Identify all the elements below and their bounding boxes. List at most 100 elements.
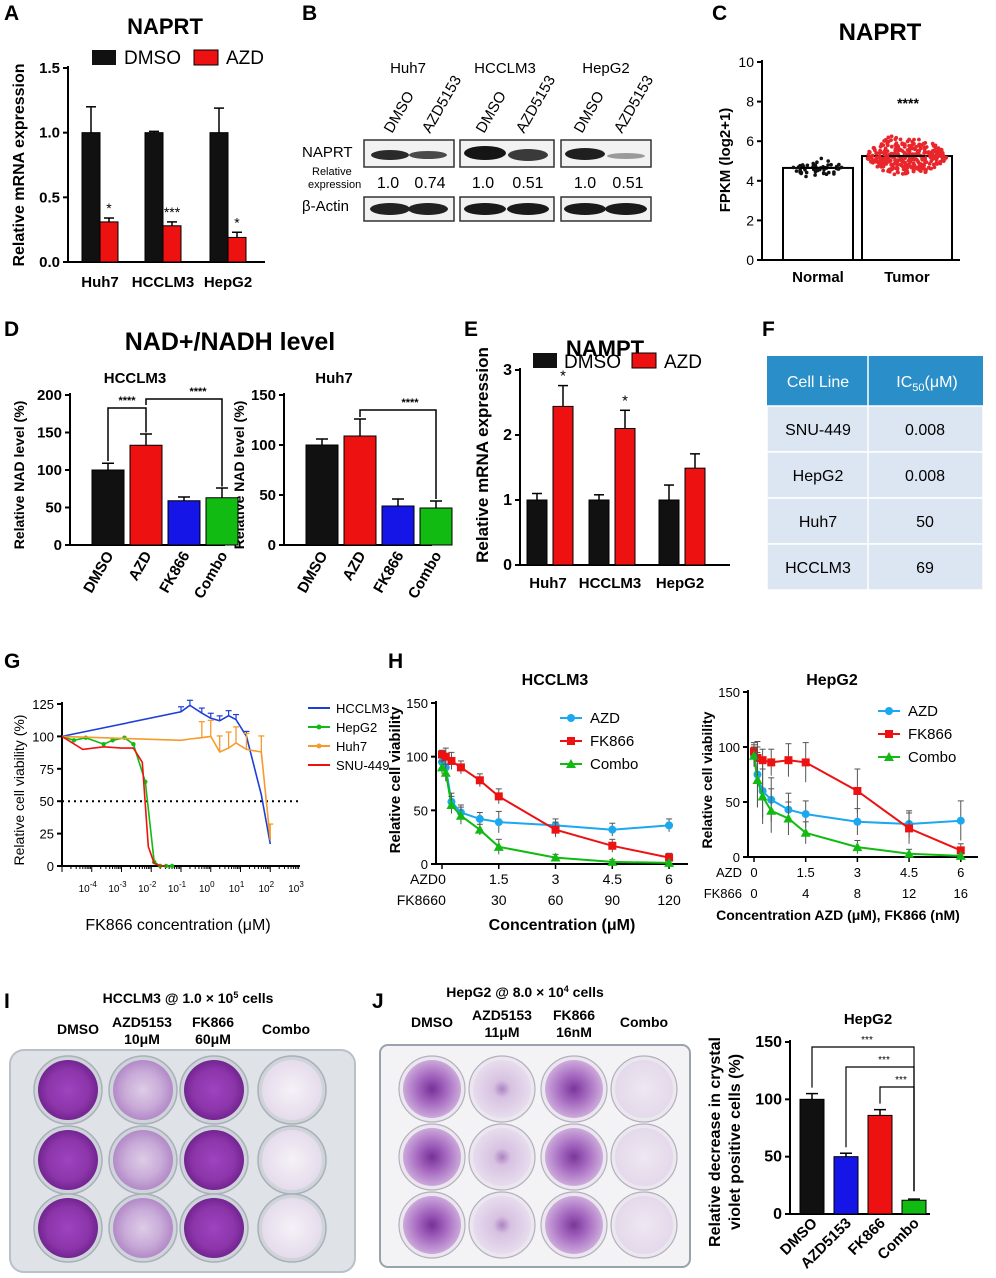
panel-letter-h: H (388, 650, 403, 673)
panel-d1-ytick-label: 0 (54, 537, 62, 554)
blot-band-napr-hcclm3-azd (508, 149, 548, 161)
panel-g-legend-label: SNU-449 (336, 758, 389, 773)
panel-h2-ytick-label: 0 (733, 850, 740, 865)
panel-c-point (932, 165, 937, 170)
panel-h2-point-combo (783, 813, 794, 823)
panel-g-ytick-label: 50 (40, 794, 54, 809)
panel-c-point (930, 149, 935, 153)
ic50-header-ic50: IC50(μM) (896, 374, 957, 394)
panel-a-legend-dmso: DMSO (124, 48, 181, 69)
panel-a-bar-azd (99, 221, 119, 263)
panel-c-point (889, 151, 894, 156)
panel-h2-ylabel: Relative cell viability (699, 711, 715, 848)
panel-d2-category-label: AZD (339, 548, 369, 583)
panel-d2-category-label: FK866 (370, 549, 407, 596)
panel-e-bar-dmso (526, 499, 548, 566)
blot-band-napr-hepg2-azd (607, 153, 645, 159)
panel-j-col-3-a: FK866 (553, 1007, 595, 1023)
panel-c-point (903, 156, 907, 161)
panel-h2-xtick-azd: 1.5 (797, 865, 815, 880)
panel-i-well-stain (184, 1060, 244, 1120)
panel-c-point (877, 154, 882, 159)
panel-i-well-stain (38, 1198, 98, 1258)
panel-e-ytick-label: 1 (503, 492, 512, 509)
panel-h1-ytick-label: 150 (406, 696, 428, 711)
panel-a-sig-label: * (106, 200, 112, 216)
panel-c-point (943, 155, 948, 160)
panel-h2-point-azd (801, 810, 810, 819)
panel-j-title-post: cells (569, 984, 604, 1000)
panel-h1-point-combo (440, 767, 451, 777)
panel-h1-legend-marker (567, 737, 575, 745)
panel-c-point (934, 152, 939, 157)
panel-i-col-2-b: 10μM (124, 1031, 160, 1047)
panel-b-western-blot: Huh7 HCCLM3 HepG2 DMSO AZD5153 DMSO AZD5… (302, 60, 657, 222)
panel-c-point (867, 149, 872, 154)
panel-i-well-stain (262, 1198, 322, 1258)
panel-h1-point-fk866 (608, 841, 617, 850)
panel-d2-ytick-label: 50 (259, 487, 276, 504)
panel-j-ylabel-2: violet positive cells (%) (727, 1054, 744, 1230)
panel-c-point (893, 143, 898, 147)
panel-h1-point-combo (493, 841, 504, 851)
panel-h2-legend-label: AZD (908, 703, 938, 720)
panel-i-well-stain (113, 1060, 173, 1120)
panel-h1-xtick-fk866: 120 (657, 892, 681, 908)
panel-j-ytick-label: 0 (773, 1206, 782, 1223)
panel-h1-point-fk866 (447, 756, 456, 765)
panel-h1-xtick-fk866: 60 (548, 892, 564, 908)
panel-c-point (909, 158, 913, 163)
panel-c-ytick-label: 8 (746, 94, 754, 110)
ic50-row-value: 50 (916, 514, 934, 531)
panel-j-title: HepG2 @ 8.0 × 104 cells (446, 984, 604, 1000)
panel-c-chart: NAPRT FPKM (log2+1) **** 0 2 4 6 8 10 Normal Tu… (717, 19, 960, 286)
panel-c-point (901, 167, 906, 172)
panel-c-point (890, 164, 895, 169)
panel-g-chart: Relative cell viability (%) FK866 concen… (11, 697, 389, 934)
panel-c-point (886, 135, 891, 140)
panel-c-point (895, 163, 900, 168)
panel-j-ylabel-1: Relative decrease in crystal (707, 1037, 724, 1247)
panel-d1-category-label: Combo (191, 549, 232, 602)
panel-g-xtick-exp: -2 (149, 880, 157, 889)
ic50-row-bg (766, 497, 984, 545)
panel-c-point (874, 151, 878, 156)
panel-e-ytick-label: 3 (503, 362, 512, 379)
panel-letter-g: G (4, 650, 20, 673)
panel-e-legend-dmso-swatch (533, 353, 557, 368)
panel-g-point-hepg2 (101, 741, 106, 747)
panel-c-point (804, 174, 808, 179)
panel-d1-category-label: FK866 (156, 549, 193, 596)
panel-e-category-label: HCCLM3 (579, 575, 642, 592)
panel-a-category-label: HCCLM3 (132, 274, 195, 291)
panel-c-ytick-label: 10 (738, 54, 754, 70)
blot-lane-3-dmso: DMSO (571, 89, 608, 136)
panel-c-point (934, 158, 939, 163)
panel-j-well-stain (615, 1060, 673, 1118)
panel-a-sig-label: * (234, 214, 240, 230)
panel-h2-xtick-fk866: 12 (902, 886, 916, 901)
panel-h1-point-azd (665, 821, 674, 830)
panel-j-well-stain (545, 1128, 603, 1186)
panel-h1-point-fk866 (665, 853, 674, 862)
panel-c-bar-tumor (861, 155, 953, 261)
panel-a-bar-dmso (81, 132, 101, 263)
panel-g-xtick-base: 10 (199, 884, 211, 895)
panel-i-well-stain (184, 1198, 244, 1258)
panel-c-point (794, 169, 799, 173)
panel-h1-xrow-fk866: FK866 (397, 892, 438, 908)
panel-h2-title: HepG2 (806, 672, 858, 689)
panel-h2-point-fk866 (784, 756, 793, 765)
panel-d1-ytick-label: 200 (37, 387, 62, 404)
panel-j-well-stain (403, 1060, 461, 1118)
panel-d1-bar-fk866 (167, 500, 201, 546)
panel-h2-xtick-azd: 6 (957, 865, 964, 880)
panel-d2-ytick-label: 100 (251, 437, 276, 454)
panel-c-point (882, 156, 887, 161)
panel-d1-title: HCCLM3 (104, 370, 167, 387)
blot-cell-line-huh7: Huh7 (390, 60, 426, 77)
panel-h2-point-combo (757, 791, 768, 801)
panel-c-bar-normal (782, 166, 854, 261)
panel-g-point-hepg2 (169, 863, 175, 869)
ic50-row-bg (766, 451, 984, 499)
